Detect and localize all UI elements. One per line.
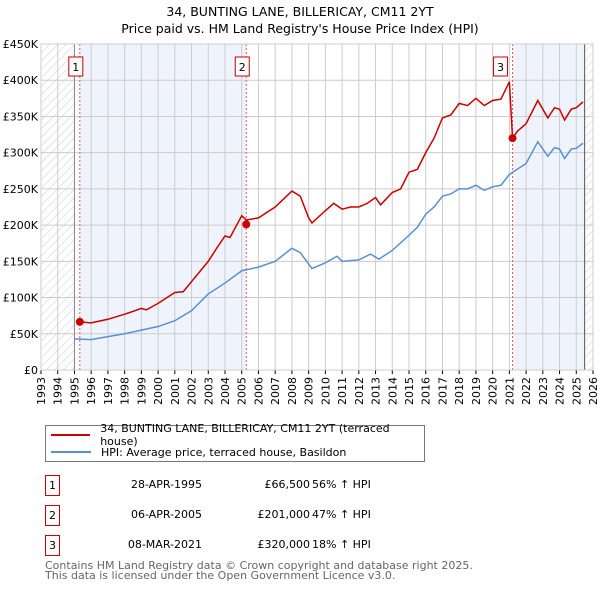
y-tick-label: £350K: [3, 110, 39, 123]
x-tick-label: 2025: [570, 377, 583, 405]
x-tick-label: 2020: [487, 377, 500, 405]
x-tick-label: 2010: [319, 377, 332, 405]
x-tick-label: 2008: [286, 377, 299, 405]
x-tick-label: 2019: [470, 377, 483, 405]
x-tick-label: 2017: [436, 377, 449, 405]
x-tick-label: 2004: [219, 377, 232, 405]
y-tick-label: £450K: [3, 38, 39, 51]
sale-hpi-change: 47% ↑ HPI: [312, 508, 371, 521]
x-tick-label: 2005: [236, 377, 249, 405]
x-tick-label: 1995: [68, 377, 81, 405]
sale-badge: 3: [45, 535, 60, 556]
sale-hpi-change: 56% ↑ HPI: [312, 478, 371, 491]
sale-badge: 1: [45, 475, 60, 496]
x-tick-label: 1997: [102, 377, 115, 405]
y-tick-label: £400K: [3, 74, 39, 87]
x-tick-label: 2022: [520, 377, 533, 405]
y-tick-label: £50K: [10, 328, 39, 341]
sale-point-1: [75, 317, 84, 326]
x-tick-label: 2009: [303, 377, 316, 405]
x-tick-label: 2018: [453, 377, 466, 405]
x-tick-label: 2011: [336, 377, 349, 405]
x-tick-label: 2024: [554, 377, 567, 405]
hatched-region-after-data: [584, 44, 593, 370]
sale-date: 08-MAR-2021: [127, 538, 202, 551]
legend-swatch-property: [51, 434, 91, 436]
legend-label-hpi: HPI: Average price, terraced house, Basi…: [101, 445, 347, 459]
sale-label-box-1: [68, 56, 84, 77]
sale-price: £66,500: [264, 478, 311, 491]
legend: 34, BUNTING LANE, BILLERICAY, CM11 2YT (…: [45, 422, 425, 462]
sale-date: 28-APR-1995: [130, 478, 202, 491]
y-tick-label: £300K: [3, 147, 39, 160]
sale-badge: 2: [45, 505, 60, 526]
sale-label-box-2: [234, 56, 250, 77]
x-tick-label: 2006: [252, 377, 265, 405]
hpi-line: [74, 140, 584, 341]
sale-price: £320,000: [257, 538, 311, 551]
sale-label-box-3: [493, 56, 509, 77]
chart-subtitle: Price paid vs. HM Land Registry's House …: [121, 21, 479, 36]
sale-label-3: 3: [497, 61, 504, 74]
y-tick-label: £250K: [3, 183, 39, 196]
sale-date: 06-APR-2005: [130, 508, 202, 521]
legend-label-property: 34, BUNTING LANE, BILLERICAY, CM11 2YT (…: [100, 422, 390, 448]
x-tick-label: 1996: [85, 377, 98, 405]
legend-swatch-hpi: [51, 451, 91, 453]
x-tick-label: 2001: [169, 377, 182, 405]
y-tick-label: £200K: [3, 219, 39, 232]
y-tick-label: £100K: [3, 292, 39, 305]
x-tick-label: 2003: [202, 377, 215, 405]
sale-price: £201,000: [257, 508, 311, 521]
x-tick-label: 1993: [35, 377, 48, 405]
x-tick-label: 2026: [587, 377, 600, 405]
x-tick-label: 2002: [186, 377, 199, 405]
shaded-period-1: [79, 44, 247, 370]
x-tick-label: 2016: [420, 377, 433, 405]
sale-label-2: 2: [239, 61, 246, 74]
plot-border: [40, 43, 594, 371]
footer-line-1: Contains HM Land Registry data © Crown c…: [45, 559, 473, 572]
sale-row: 1 28-APR-1995 £66,500 56% ↑ HPI: [45, 475, 465, 496]
x-tick-label: 2015: [403, 377, 416, 405]
x-tick-label: 2021: [503, 377, 516, 405]
footer-line-2: This data is licensed under the Open Gov…: [45, 569, 396, 582]
x-tick-label: 1999: [135, 377, 148, 405]
property-price-line: [79, 81, 584, 324]
sale-hpi-change: 18% ↑ HPI: [312, 538, 371, 551]
x-tick-label: 2013: [370, 377, 383, 405]
y-tick-label: £150K: [3, 255, 39, 268]
x-tick-label: 2007: [269, 377, 282, 405]
x-tick-label: 1994: [52, 377, 65, 405]
sale-row: 2 06-APR-2005 £201,000 47% ↑ HPI: [45, 505, 465, 526]
sale-label-1: 1: [72, 61, 79, 74]
x-tick-label: 2000: [152, 377, 165, 405]
x-tick-label: 2012: [353, 377, 366, 405]
sale-point-3: [508, 134, 517, 143]
x-tick-label: 2014: [386, 377, 399, 405]
chart-title: 34, BUNTING LANE, BILLERICAY, CM11 2YT: [166, 4, 434, 19]
sale-row: 3 08-MAR-2021 £320,000 18% ↑ HPI: [45, 535, 465, 556]
plot-area: 1993 1994 1995 1996 1997 1998 1999 2000 2001 2002…: [3, 38, 600, 405]
x-tick-label: 1998: [119, 377, 132, 405]
y-tick-label: £0: [24, 364, 38, 377]
shaded-period-3: [512, 44, 585, 370]
sale-point-2: [242, 220, 251, 229]
x-tick-label: 2023: [537, 377, 550, 405]
